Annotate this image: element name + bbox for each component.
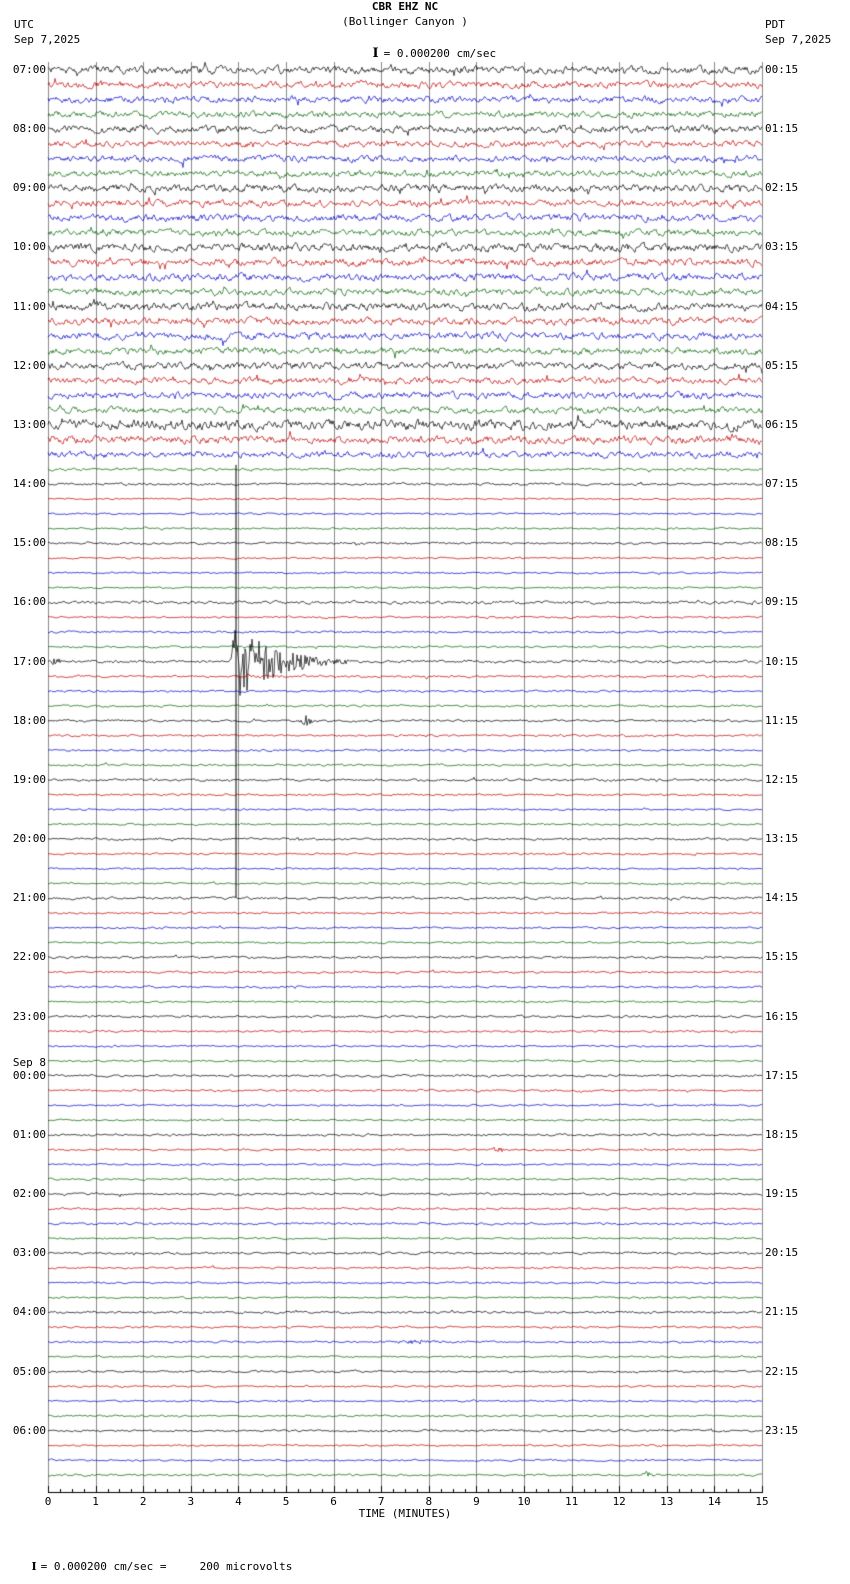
scale-bar-icon: I bbox=[31, 1560, 37, 1573]
x-tick-label: 3 bbox=[187, 1495, 195, 1508]
left-timezone-label: UTC bbox=[14, 18, 34, 31]
pdt-time-label: 06:15 bbox=[765, 417, 799, 431]
utc-time-label: 10:00 bbox=[12, 240, 46, 254]
scale-bar-icon: I bbox=[372, 46, 379, 61]
x-tick-label: 2 bbox=[139, 1495, 147, 1508]
utc-time-label: 00:00 bbox=[12, 1068, 46, 1082]
x-tick-label: 5 bbox=[282, 1495, 290, 1508]
pdt-time-label: 13:15 bbox=[765, 832, 799, 846]
pdt-time-label: 00:15 bbox=[765, 63, 799, 76]
x-tick-label: 6 bbox=[330, 1495, 337, 1508]
pdt-time-label: 11:15 bbox=[765, 713, 799, 727]
pdt-time-label: 02:15 bbox=[765, 181, 799, 195]
utc-time-label: 14:00 bbox=[12, 477, 46, 491]
x-tick-label: 4 bbox=[235, 1495, 242, 1508]
pdt-time-label: 15:15 bbox=[765, 950, 799, 964]
utc-time-label: 17:00 bbox=[12, 654, 46, 668]
pdt-time-label: 21:15 bbox=[765, 1305, 799, 1319]
pdt-time-label: 22:15 bbox=[765, 1364, 799, 1378]
x-tick-label: 12 bbox=[612, 1495, 626, 1508]
x-tick-label: 0 bbox=[44, 1495, 52, 1508]
pdt-time-label: 09:15 bbox=[765, 595, 799, 609]
pdt-time-label: 08:15 bbox=[765, 536, 799, 550]
x-tick-label: 15 bbox=[755, 1495, 769, 1508]
utc-time-label: 11:00 bbox=[12, 299, 46, 313]
calibration-text: = 0.000200 cm/sec = 200 microvolts bbox=[40, 1560, 293, 1573]
x-tick-label: 10 bbox=[517, 1495, 531, 1508]
utc-time-label: 03:00 bbox=[12, 1246, 46, 1260]
pdt-time-label: 01:15 bbox=[765, 122, 799, 136]
x-tick-label: 11 bbox=[564, 1495, 579, 1508]
pdt-time-label: 03:15 bbox=[765, 240, 799, 254]
pdt-time-label: 18:15 bbox=[765, 1127, 799, 1141]
utc-time-label: 02:00 bbox=[12, 1187, 46, 1201]
x-tick-label: 1 bbox=[92, 1495, 99, 1508]
utc-time-label: 21:00 bbox=[12, 891, 46, 905]
utc-time-label: 07:00 bbox=[12, 63, 46, 76]
utc-time-label: 01:00 bbox=[12, 1127, 46, 1141]
x-tick-label: 8 bbox=[425, 1495, 433, 1508]
x-axis-title: TIME (MINUTES) bbox=[358, 1507, 452, 1520]
pdt-time-label: 23:15 bbox=[765, 1423, 799, 1437]
right-timezone-label: PDT bbox=[765, 18, 785, 31]
pdt-time-label: 04:15 bbox=[765, 299, 799, 313]
pdt-time-label: 20:15 bbox=[765, 1246, 799, 1260]
utc-time-label: 09:00 bbox=[12, 181, 46, 195]
pdt-time-label: 07:15 bbox=[765, 477, 799, 491]
x-tick-label: 13 bbox=[660, 1495, 674, 1508]
station-subtitle: (Bollinger Canyon ) bbox=[342, 15, 468, 28]
pdt-time-label: 10:15 bbox=[765, 654, 799, 668]
scale-label: = 0.000200 cm/sec bbox=[383, 47, 497, 60]
utc-time-label: 22:00 bbox=[12, 950, 46, 964]
utc-time-label: 06:00 bbox=[12, 1423, 46, 1437]
pdt-time-label: 12:15 bbox=[765, 772, 799, 786]
utc-time-label: 18:00 bbox=[12, 713, 46, 727]
utc-time-label: 19:00 bbox=[12, 772, 46, 786]
x-tick-label: 14 bbox=[707, 1495, 722, 1508]
pdt-time-label: 16:15 bbox=[765, 1009, 799, 1023]
calibration-note: I = 0.000200 cm/sec = 200 microvolts bbox=[5, 1549, 293, 1584]
utc-time-label: 16:00 bbox=[12, 595, 46, 609]
x-tick-label: 9 bbox=[473, 1495, 480, 1508]
right-date-label: Sep 7,2025 bbox=[765, 33, 832, 46]
pdt-time-label: 05:15 bbox=[765, 358, 799, 372]
date-change-label: Sep 8 bbox=[12, 1055, 46, 1069]
utc-time-label: 08:00 bbox=[12, 122, 46, 136]
x-tick-label: 7 bbox=[377, 1495, 385, 1508]
pdt-time-label: 19:15 bbox=[765, 1187, 799, 1201]
utc-time-label: 12:00 bbox=[12, 358, 46, 372]
utc-time-label: 13:00 bbox=[12, 417, 46, 431]
pdt-time-label: 17:15 bbox=[765, 1068, 799, 1082]
utc-time-label: 04:00 bbox=[12, 1305, 46, 1319]
utc-time-label: 15:00 bbox=[12, 536, 46, 550]
utc-time-label: 20:00 bbox=[12, 832, 46, 846]
utc-time-label: 23:00 bbox=[12, 1009, 46, 1023]
utc-time-label: 05:00 bbox=[12, 1364, 46, 1378]
scale-indicator: I = 0.000200 cm/sec bbox=[346, 36, 497, 72]
station-title: CBR EHZ NC bbox=[371, 0, 439, 13]
pdt-time-label: 14:15 bbox=[765, 891, 799, 905]
left-date-label: Sep 7,2025 bbox=[14, 33, 81, 46]
